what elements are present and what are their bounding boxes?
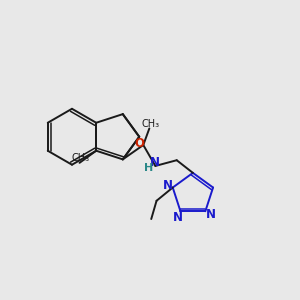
Text: CH₃: CH₃ [71, 153, 89, 164]
Text: H: H [144, 163, 154, 173]
Text: N: N [150, 156, 161, 169]
Text: N: N [162, 179, 172, 192]
Text: O: O [134, 137, 144, 150]
Text: N: N [172, 211, 182, 224]
Text: N: N [206, 208, 216, 221]
Text: CH₃: CH₃ [141, 119, 159, 129]
